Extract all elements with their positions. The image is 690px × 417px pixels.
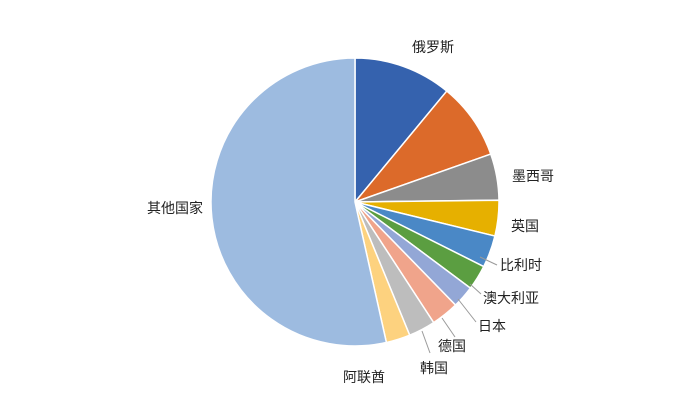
label-australia: 澳大利亚 bbox=[483, 291, 539, 307]
leader-line-8 bbox=[421, 330, 431, 354]
label-uk: 英国 bbox=[511, 218, 539, 235]
label-belgium: 比利时 bbox=[500, 258, 542, 274]
label-mexico: 墨西哥 bbox=[512, 169, 554, 185]
label-korea: 韩国 bbox=[420, 361, 448, 377]
pie-slice-10 bbox=[210, 57, 388, 347]
label-russia: 俄罗斯 bbox=[412, 40, 454, 56]
leader-line-6 bbox=[457, 298, 477, 323]
pie-slice-0 bbox=[354, 57, 448, 205]
slice-labels: 俄罗斯 墨西哥 英国 比利时 澳大利亚 日本 德国 韩国 阿联酋 其他国家 bbox=[147, 40, 554, 386]
leader-lines bbox=[421, 256, 498, 354]
label-japan: 日本 bbox=[478, 319, 506, 335]
leader-line-5 bbox=[469, 283, 482, 295]
label-uae: 阿联酋 bbox=[343, 369, 385, 386]
pie-slices bbox=[210, 57, 500, 347]
label-germany: 德国 bbox=[438, 339, 466, 355]
leader-line-7 bbox=[441, 317, 456, 338]
label-other-countries: 其他国家 bbox=[147, 200, 203, 217]
leader-line-4 bbox=[479, 256, 498, 266]
